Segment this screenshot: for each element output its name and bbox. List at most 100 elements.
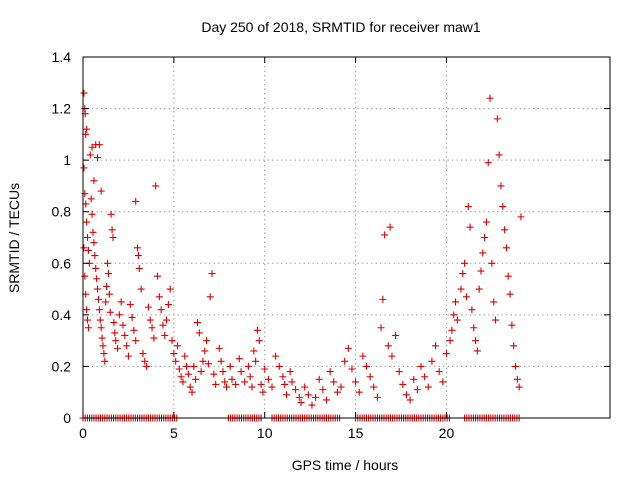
data-point [366,373,374,381]
points-layer [79,89,525,422]
data-point [84,234,92,241]
data-point [513,375,521,383]
data-point [468,306,476,314]
data-point [173,342,181,350]
data-point [179,378,187,386]
x-tick-label: 20 [439,425,455,441]
data-point [134,252,142,260]
data-point [143,362,151,370]
data-point [155,293,163,301]
data-point [121,331,129,339]
data-point [502,244,510,252]
data-point [259,388,267,396]
data-point [472,337,480,345]
data-point [304,391,312,399]
data-point [479,249,487,257]
data-point [95,141,103,149]
data-point [101,357,109,365]
data-point [89,228,97,236]
data-point [88,210,96,218]
data-point [109,234,117,241]
data-point [319,386,327,394]
x-tick-label: 10 [257,425,273,441]
data-point [146,316,154,324]
data-point [184,370,192,378]
data-point [497,182,505,190]
data-point [84,324,92,332]
data-point [459,270,467,278]
data-point [208,270,216,278]
data-point [470,324,478,332]
data-point [410,375,418,383]
data-point [115,311,123,319]
data-point [488,259,496,267]
data-point [132,337,140,345]
data-point [377,324,385,332]
data-point [104,259,112,267]
data-point [297,399,305,407]
data-point [132,197,140,205]
data-point [413,386,421,394]
data-point [139,350,147,358]
x-tick-label: 0 [79,425,87,441]
y-tick-label: 1.2 [52,101,72,117]
data-point [301,383,309,391]
data-point [475,285,483,293]
data-point [486,94,494,102]
data-point [105,290,113,298]
data-point [255,337,263,345]
data-point [204,360,212,368]
data-point [94,154,102,162]
data-point [288,378,296,386]
data-point [428,357,436,365]
data-point [86,151,94,159]
data-point [87,195,95,203]
data-point [199,357,207,365]
chart-title: Day 250 of 2018, SRMTID for receiver maw… [201,19,481,35]
y-tick-label: 0.4 [52,307,72,323]
data-point [446,337,454,345]
data-point [183,362,191,370]
data-point [424,383,432,391]
data-point [188,388,196,396]
data-point [510,342,518,350]
data-point [244,362,252,370]
data-point [97,324,105,332]
data-point [362,362,370,370]
data-point [257,380,265,388]
data-point [279,373,287,381]
data-point [499,203,507,211]
data-point [466,223,474,231]
data-point [203,337,211,345]
data-point [98,334,106,342]
data-point [88,143,96,151]
data-point [81,272,89,280]
data-point [117,298,125,306]
data-point [192,375,200,383]
data-point [275,362,283,370]
data-point [90,239,98,247]
data-point [111,329,119,337]
data-point [148,324,156,332]
data-point [508,321,516,329]
data-point [506,290,514,298]
data-point [195,329,203,337]
data-point [512,362,520,370]
data-point [104,270,112,278]
data-point [272,352,280,360]
data-point [457,285,465,293]
x-tick-label: 5 [170,425,178,441]
data-point [95,306,103,314]
data-point [123,342,131,350]
data-point [268,383,276,391]
data-point [84,246,92,254]
y-tick-label: 0 [63,410,71,426]
data-point [102,298,110,306]
data-point [103,282,111,290]
data-point [241,378,249,386]
data-point [237,368,245,376]
data-point [175,365,183,373]
data-point [253,326,261,334]
data-point [126,301,134,309]
